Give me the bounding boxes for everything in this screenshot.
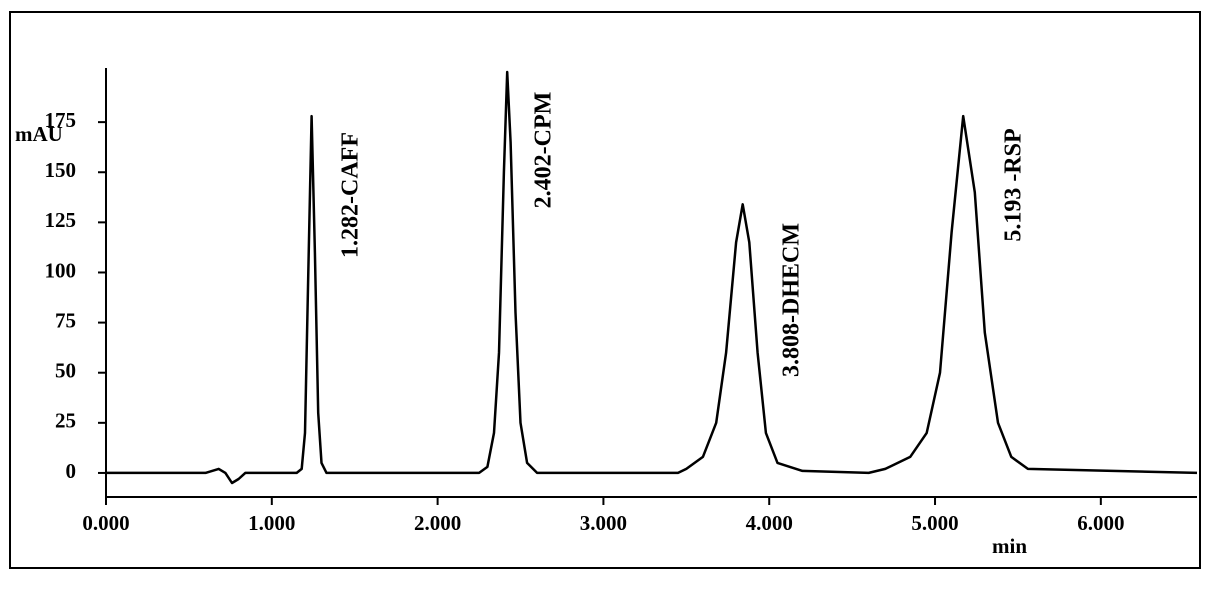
x-tick-label: 4.000 [746, 511, 793, 535]
y-tick-label: 0 [66, 459, 77, 483]
peak-label: 1.282-CAFF [338, 132, 364, 258]
x-tick-label: 3.000 [580, 511, 627, 535]
y-tick-label: 150 [45, 158, 77, 182]
y-tick-label: 125 [45, 208, 77, 232]
y-tick-label: 25 [55, 409, 76, 433]
frame [9, 11, 1201, 569]
peak-label: 5.193 -RSP [1001, 128, 1027, 241]
x-axis-label: min [992, 534, 1027, 558]
y-tick-label: 100 [45, 258, 77, 282]
peak-label: 2.402-CPM [531, 92, 557, 209]
peak-label: 3.808-DHECM [779, 223, 805, 377]
x-tick-label: 0.000 [82, 511, 129, 535]
y-tick-label: 175 [45, 108, 77, 132]
x-tick-label: 2.000 [414, 511, 461, 535]
x-tick-label: 5.000 [911, 511, 958, 535]
y-axis-label: mAU [15, 122, 63, 146]
y-tick-label: 50 [55, 359, 76, 383]
x-tick-label: 1.000 [248, 511, 295, 535]
y-tick-label: 75 [55, 308, 76, 332]
chromatogram-line [106, 70, 1198, 485]
x-tick-label: 6.000 [1077, 511, 1124, 535]
